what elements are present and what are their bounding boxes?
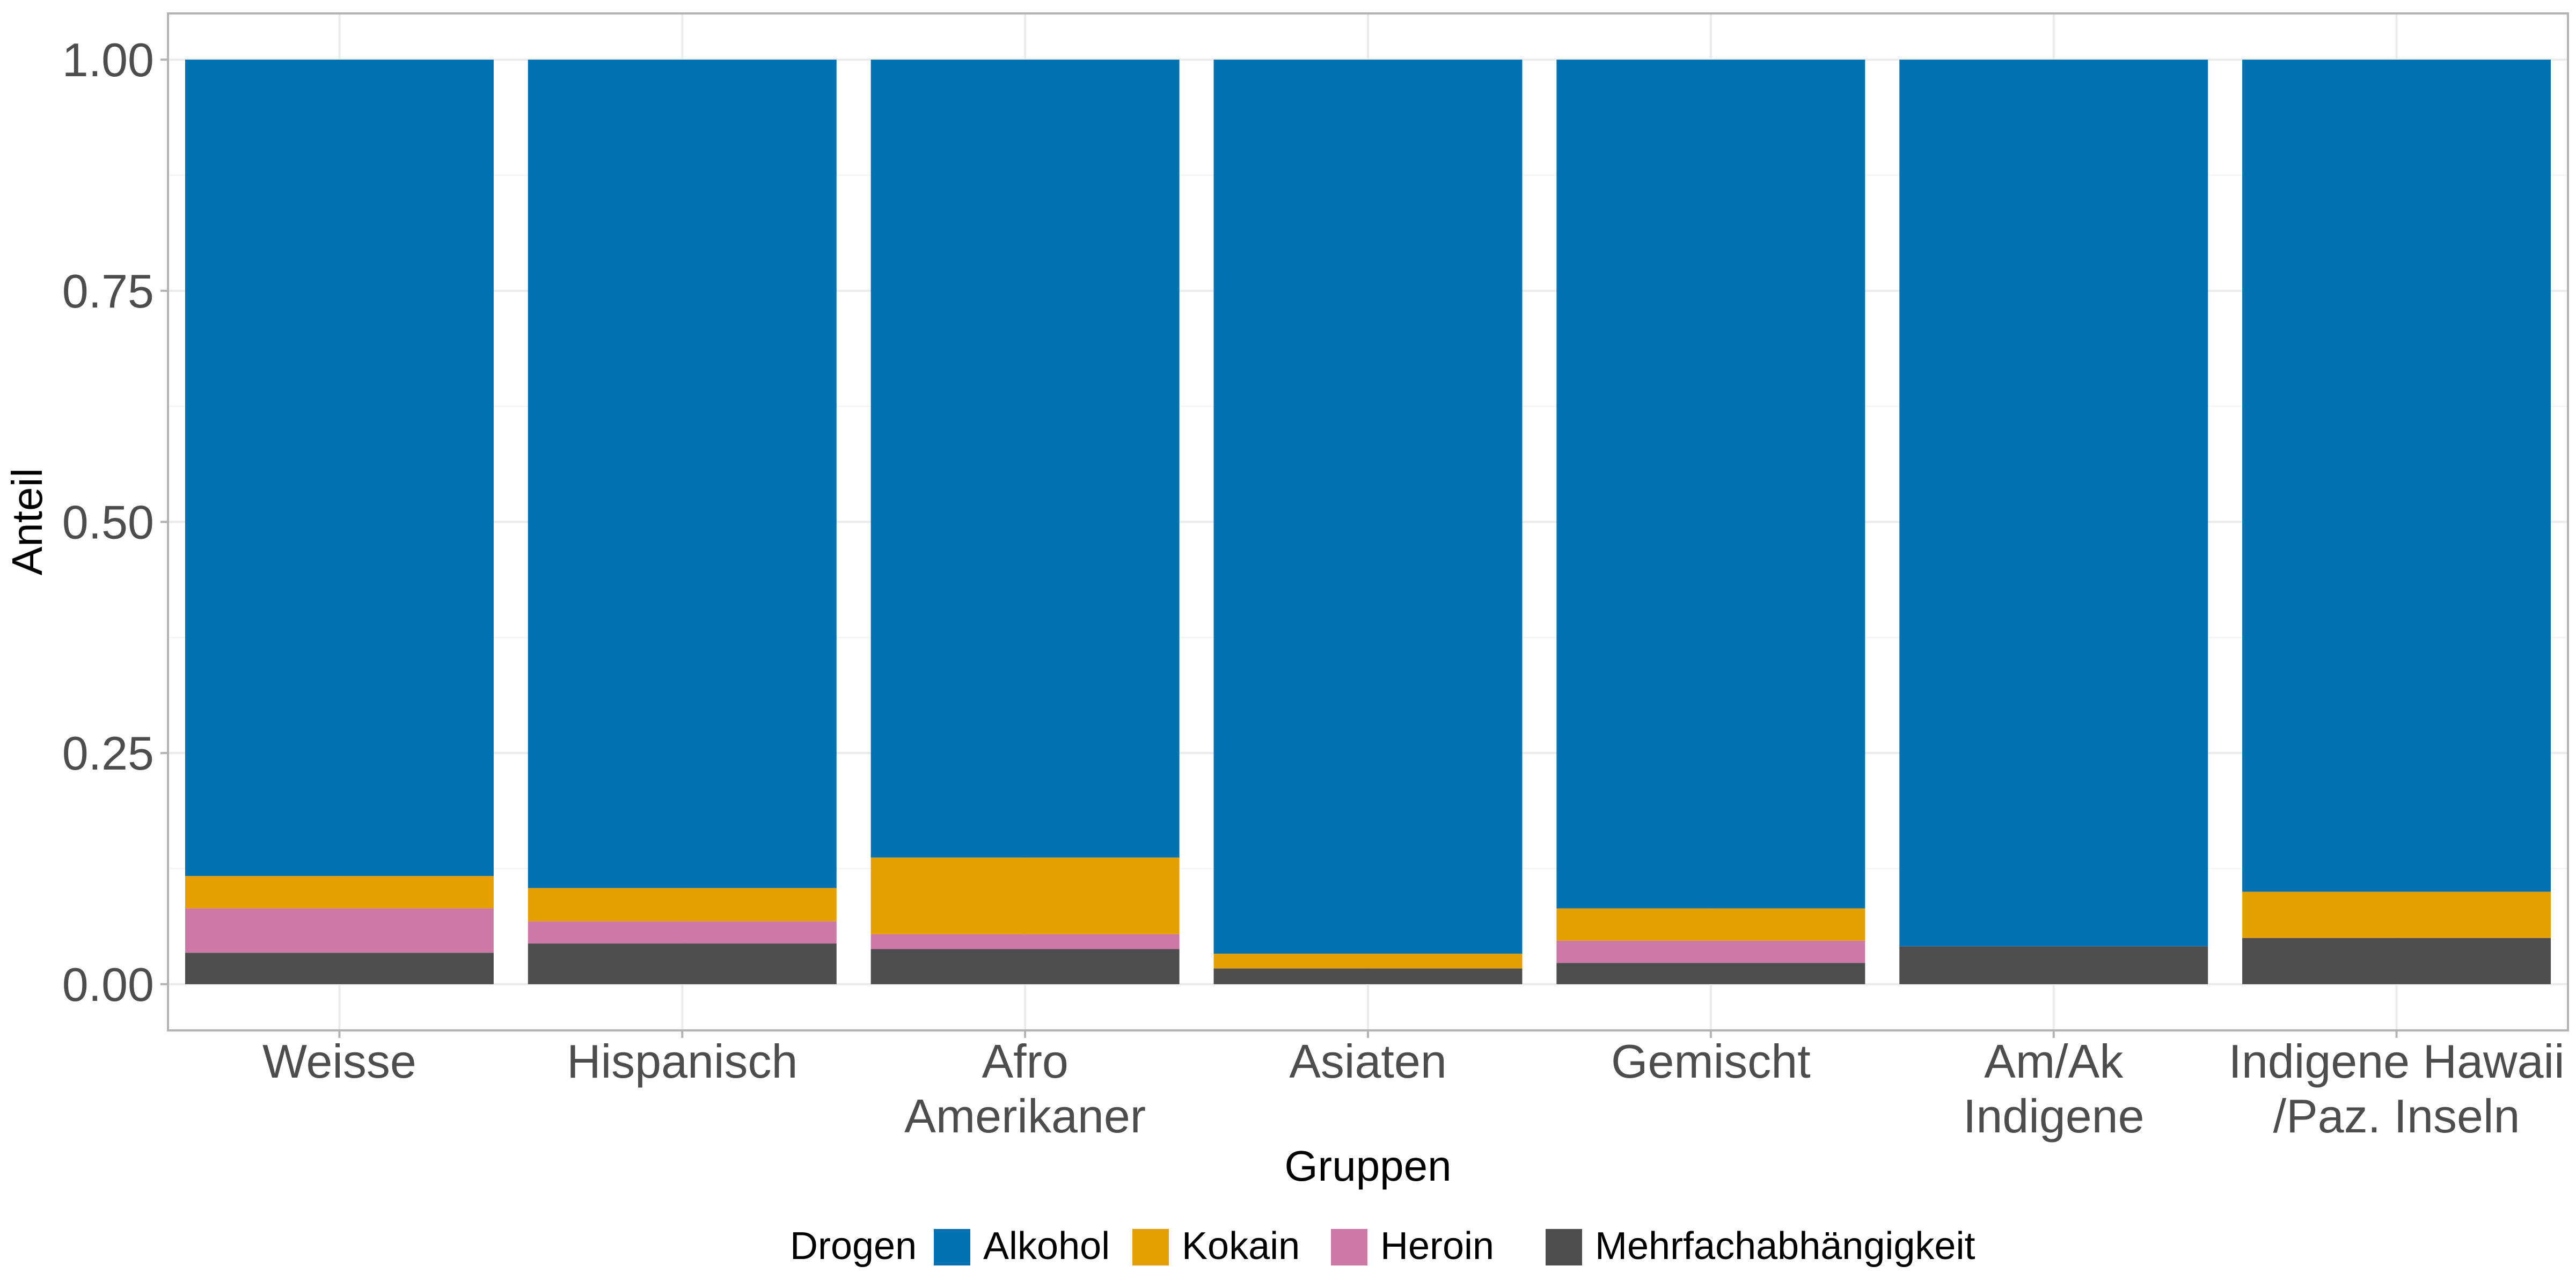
bar-segment (528, 921, 837, 944)
bar-segment (185, 953, 494, 984)
bar-segment (1556, 963, 1865, 984)
bar-segment (185, 876, 494, 909)
bar-segment (2242, 60, 2551, 892)
bar-segment (528, 943, 837, 984)
y-axis-ticks: 0.00 0.25 0.50 0.75 1.00 (62, 33, 168, 1011)
bar-segment (1556, 940, 1865, 963)
bar-segment (1556, 908, 1865, 941)
y-tick-label: 0.50 (62, 496, 154, 549)
y-axis-title: Anteil (3, 468, 51, 575)
x-tick-label: Weisse (262, 1035, 416, 1088)
x-axis-title: Gruppen (1284, 1142, 1451, 1190)
legend-swatch (1546, 1229, 1582, 1265)
bar-segment (185, 60, 494, 876)
bar-segment (1556, 60, 1865, 909)
bar-segment (185, 908, 494, 953)
legend-label: Heroin (1380, 1225, 1494, 1268)
legend-swatch (934, 1229, 970, 1265)
bars (185, 60, 2551, 984)
x-tick-label: Afro Amerikaner (904, 1035, 1146, 1143)
x-tick-label: Asiaten (1289, 1035, 1447, 1088)
bar-segment (2242, 938, 2551, 984)
bar-segment (870, 934, 1180, 949)
bar-segment (1213, 954, 1523, 969)
bar-segment (528, 60, 837, 888)
legend-swatch (1132, 1229, 1169, 1265)
x-axis-ticks: Weisse Hispanisch Afro Amerikaner Asiaten Gem… (262, 1030, 2565, 1143)
bar-segment (1213, 968, 1523, 984)
legend-swatch (1331, 1229, 1367, 1265)
legend-label: Kokain (1182, 1225, 1300, 1268)
x-tick-label: Hispanisch (567, 1035, 797, 1088)
y-tick-label: 1.00 (62, 33, 154, 86)
bar-segment (870, 60, 1180, 858)
bar-segment (1899, 60, 2208, 947)
bar-segment (2242, 891, 2551, 938)
y-tick-label: 0.25 (62, 727, 154, 780)
legend-label: Mehrfachabhängigkeit (1595, 1225, 1975, 1268)
bar-segment (870, 857, 1180, 934)
bar-segment (1213, 60, 1523, 954)
x-tick-label: Indigene Hawaii/Paz. Inseln (2228, 1035, 2564, 1143)
legend: Drogen Alkohol Kokain Heroin Mehrfachabhäng… (790, 1225, 1975, 1268)
bar-segment (1899, 946, 2208, 984)
y-tick-label: 0.75 (62, 265, 154, 318)
legend-title: Drogen (790, 1225, 917, 1268)
bar-segment (528, 888, 837, 921)
legend-label: Alkohol (983, 1225, 1110, 1268)
y-tick-label: 0.00 (62, 958, 154, 1011)
bar-segment (870, 949, 1180, 984)
x-tick-label: Gemischt (1611, 1035, 1811, 1088)
x-tick-label: Am/Ak Indigene (1963, 1035, 2145, 1143)
